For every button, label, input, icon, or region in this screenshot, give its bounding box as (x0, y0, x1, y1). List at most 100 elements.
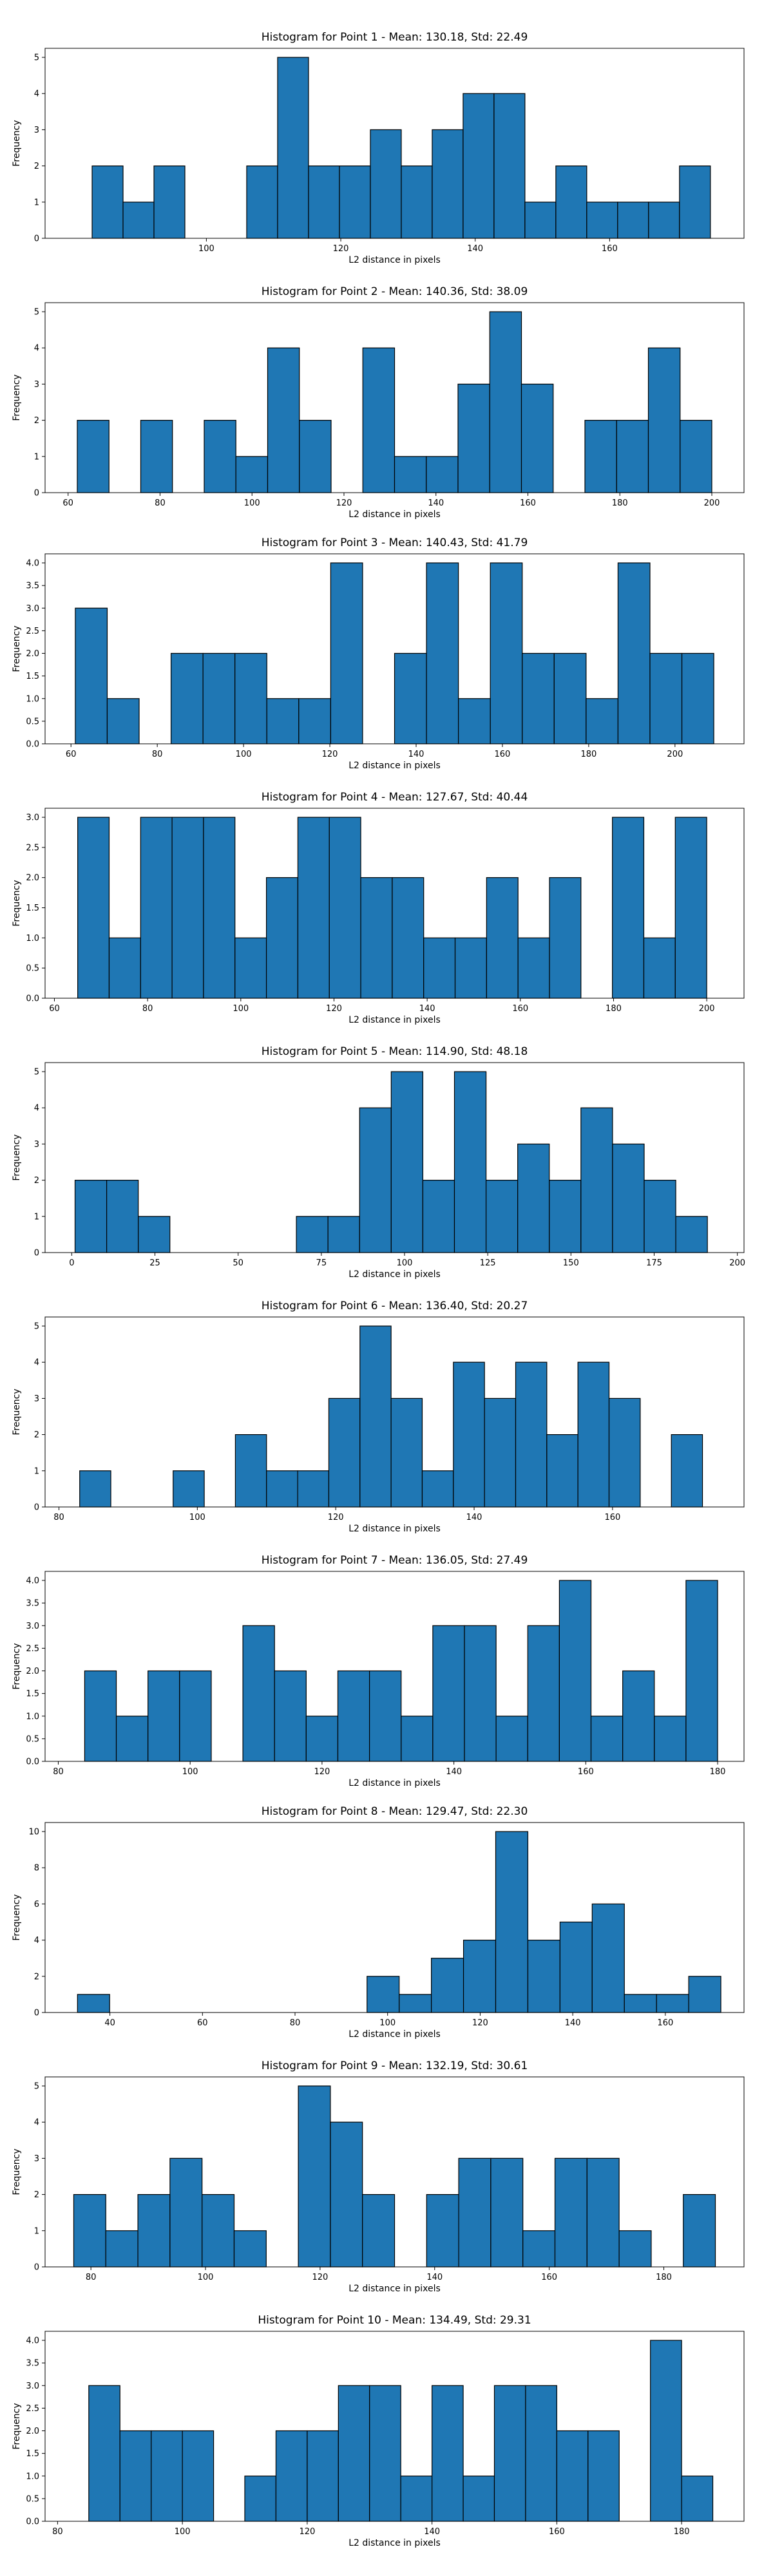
histogram-bar (618, 2230, 652, 2268)
axes-frame (44, 808, 745, 999)
histogram-bar (486, 877, 519, 999)
y-axis-label: Frequency (12, 2403, 22, 2449)
x-tick-label: 160 (512, 1004, 528, 1014)
histogram-bar (106, 698, 140, 744)
y-tick-label: 1 (34, 1466, 39, 1476)
histogram-bar (495, 1831, 529, 2013)
histogram-bar (484, 1397, 517, 1508)
x-tick-label: 140 (565, 2018, 581, 2028)
histogram-panel-10: Histogram for Point 10 - Mean: 134.49, S… (12, 2314, 745, 2548)
x-tick-label: 160 (520, 498, 536, 508)
x-tick-label: 80 (53, 1513, 64, 1522)
histogram-bar (173, 1470, 205, 1508)
y-tick-label: 0.5 (26, 964, 39, 974)
y-tick-label: 0.5 (26, 717, 39, 726)
histogram-bar (586, 2157, 620, 2268)
x-tick-label: 100 (182, 1767, 198, 1777)
histogram-bar (489, 311, 522, 493)
histogram-bar (485, 1180, 519, 1253)
y-tick-label: 3.5 (26, 1599, 39, 1609)
histogram-bar (525, 2385, 557, 2522)
histogram-bar (493, 93, 526, 239)
y-tick-label: 4 (34, 1104, 39, 1113)
axes-frame (44, 302, 745, 493)
y-tick-label: 0.5 (26, 2494, 39, 2504)
chart-title: Histogram for Point 6 - Mean: 136.40, St… (262, 1300, 528, 1312)
x-axis-label: L2 distance in pixels (348, 1778, 441, 1788)
x-tick-label: 160 (657, 2018, 673, 2028)
axes-frame (44, 553, 745, 744)
histogram-bar (265, 877, 299, 999)
histogram-bar (234, 652, 267, 744)
histogram-bar (426, 456, 459, 493)
histogram-bar (359, 1107, 392, 1253)
x-tick-label: 120 (472, 2018, 488, 2028)
x-tick-label: 140 (408, 750, 425, 759)
histogram-bar (370, 129, 402, 239)
y-tick-label: 1 (34, 2226, 39, 2236)
y-tick-label: 3.5 (26, 582, 39, 591)
y-tick-label: 0 (34, 489, 39, 498)
histogram-bar (453, 1071, 487, 1253)
y-tick-label: 5 (34, 1322, 39, 1332)
histogram-bar (360, 877, 393, 999)
histogram-bar (138, 1216, 171, 1253)
x-tick-label: 100 (379, 2018, 396, 2028)
y-tick-label: 3 (34, 2154, 39, 2164)
y-tick-label: 5 (34, 308, 39, 317)
y-axis-label: Frequency (12, 1643, 22, 1689)
histogram-bar (307, 2430, 339, 2522)
x-tick-label: 100 (244, 498, 260, 508)
histogram-bar (367, 1976, 400, 2013)
histogram-bar (650, 2340, 682, 2522)
histogram-bar (612, 1143, 645, 1253)
histogram-bar (586, 698, 619, 744)
y-tick-label: 4.0 (26, 559, 39, 569)
x-tick-label: 120 (314, 1767, 330, 1777)
histogram-panel-9: Histogram for Point 9 - Mean: 132.19, St… (12, 2060, 745, 2294)
histogram-bar (590, 1716, 624, 1762)
y-tick-label: 1.5 (26, 904, 39, 913)
histogram-bar (431, 1958, 464, 2013)
histogram-bar (559, 1921, 593, 2013)
histogram-bar (394, 456, 427, 493)
chart-title: Histogram for Point 9 - Mean: 132.19, St… (262, 2060, 528, 2072)
histogram-bar (608, 1397, 641, 1508)
histogram-bar (643, 937, 676, 999)
y-tick-label: 3.0 (26, 2382, 39, 2391)
y-tick-label: 3.5 (26, 2359, 39, 2369)
histogram-bar (647, 347, 681, 493)
histogram-bar (140, 420, 173, 493)
histogram-bar (390, 1397, 423, 1508)
x-tick-label: 100 (397, 1258, 413, 1268)
x-tick-label: 160 (549, 2527, 565, 2537)
x-tick-label: 100 (198, 244, 215, 254)
histogram-bar (362, 347, 396, 493)
histogram-bar (297, 817, 330, 999)
histogram-bar (108, 937, 141, 999)
histogram-bar (432, 2385, 464, 2522)
axes-frame (44, 2076, 745, 2268)
histogram-bar (77, 420, 110, 493)
y-tick-label: 3 (34, 1140, 39, 1150)
histogram-bar (369, 2385, 401, 2522)
x-axis-label: L2 distance in pixels (348, 2538, 441, 2548)
x-tick-label: 160 (495, 750, 511, 759)
x-tick-label: 50 (233, 1258, 243, 1268)
y-tick-label: 4 (34, 2118, 39, 2128)
axes-frame (44, 1062, 745, 1253)
x-tick-label: 200 (699, 1004, 715, 1014)
x-tick-label: 80 (290, 2018, 301, 2028)
x-tick-label: 180 (612, 498, 628, 508)
histogram-bar (91, 166, 124, 239)
y-tick-label: 5 (34, 53, 39, 63)
histogram-bar (527, 1940, 560, 2013)
histogram-bar (463, 93, 495, 239)
histogram-bar (267, 347, 300, 493)
x-tick-label: 125 (480, 1258, 496, 1268)
histogram-bar (105, 2230, 138, 2268)
x-tick-label: 150 (563, 1258, 579, 1268)
histogram-bar (137, 2194, 171, 2268)
x-tick-label: 0 (69, 1258, 74, 1268)
y-tick-label: 0.0 (26, 2517, 39, 2527)
